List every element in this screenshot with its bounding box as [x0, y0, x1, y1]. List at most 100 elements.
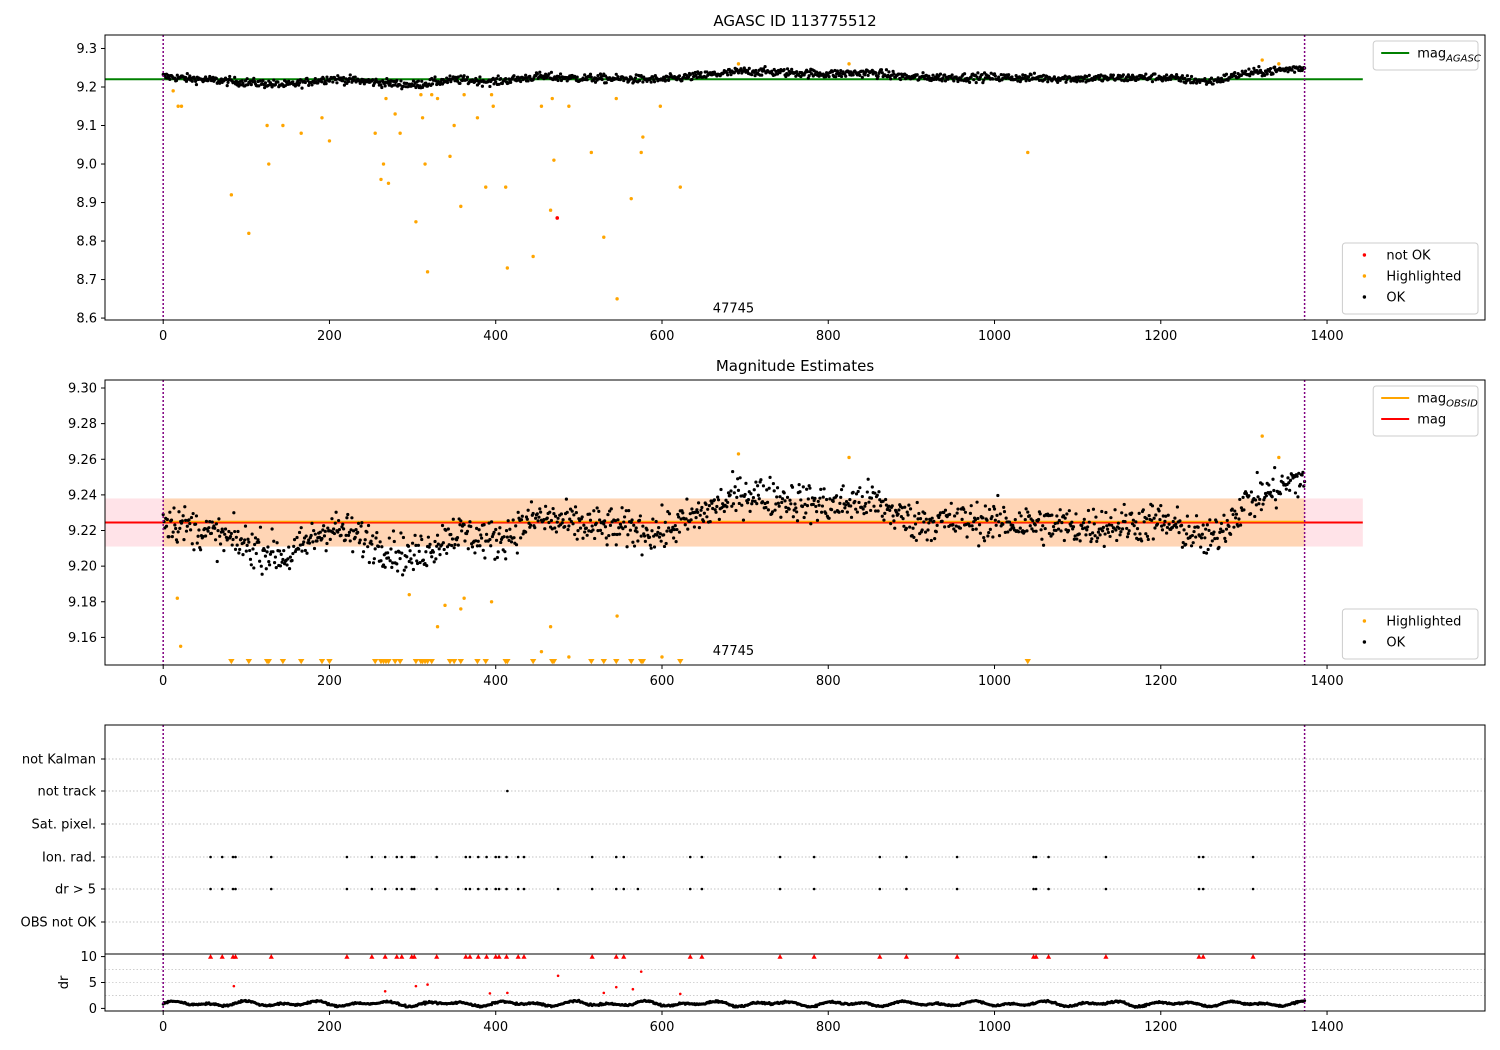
ok-point: [970, 524, 974, 528]
ok-point: [392, 539, 396, 544]
ok-point: [192, 548, 196, 552]
ok-point: [1272, 488, 1276, 493]
ok-point: [550, 527, 554, 531]
highlighted-point: [847, 62, 851, 66]
flag-point: [383, 887, 387, 891]
ok-point: [924, 517, 928, 521]
ok-point: [897, 508, 901, 512]
ok-point: [1096, 536, 1100, 540]
highlighted-point: [548, 208, 553, 212]
dr-red-point: [614, 985, 618, 989]
ok-point: [1178, 519, 1182, 523]
ok-point: [268, 563, 272, 567]
ok-point: [496, 550, 500, 554]
ok-point: [233, 75, 237, 79]
ok-point: [1050, 513, 1054, 517]
ok-point: [684, 517, 688, 521]
ok-point: [1255, 69, 1259, 73]
ok-point: [1260, 482, 1264, 486]
ok-point: [1200, 532, 1204, 536]
ok-point: [536, 519, 540, 523]
dr-red-point: [556, 974, 560, 978]
ok-point: [702, 511, 706, 515]
ok-point: [1271, 477, 1275, 481]
dr-capped-marker: [344, 954, 350, 959]
ok-point: [992, 504, 996, 509]
ok-point: [463, 539, 467, 543]
ok-point: [954, 524, 958, 528]
ok-point: [394, 550, 398, 554]
ok-point: [222, 549, 226, 553]
ok-point: [982, 539, 987, 543]
ok-point: [252, 566, 256, 570]
ok-point: [253, 536, 258, 540]
y-tick-label: 9.0: [76, 158, 97, 173]
ok-point: [753, 499, 757, 503]
ok-point: [1153, 72, 1157, 76]
ok-point: [414, 543, 418, 547]
ok-point: [544, 504, 548, 508]
ok-point: [746, 501, 750, 505]
dr-capped-marker: [515, 954, 521, 959]
ok-point: [621, 527, 625, 531]
flag-point: [878, 855, 882, 859]
ok-point: [248, 548, 252, 553]
ok-point: [968, 511, 973, 515]
highlighted-point: [379, 177, 383, 182]
ok-point: [594, 521, 598, 525]
ok-point: [393, 83, 397, 87]
ok-point: [991, 535, 995, 539]
ok-point: [829, 508, 834, 512]
ok-point: [173, 523, 177, 527]
highlighted-point: [615, 614, 619, 618]
ok-point: [1193, 525, 1197, 529]
ok-point: [755, 484, 760, 488]
ok-point: [1161, 514, 1165, 518]
ok-point: [1106, 530, 1111, 535]
flag-point: [1047, 855, 1050, 859]
dr-capped-marker: [687, 954, 693, 959]
ok-point: [371, 534, 375, 538]
ok-point: [1045, 74, 1049, 79]
dr-axis-label: dr: [57, 975, 72, 989]
x-tick-label: 200: [317, 1020, 342, 1035]
ok-point: [524, 530, 528, 534]
ok-point: [347, 530, 352, 534]
highlighted-point: [489, 600, 494, 604]
ok-point: [775, 486, 780, 490]
ok-point: [228, 74, 232, 79]
ok-point: [519, 79, 523, 84]
ok-point: [1063, 516, 1067, 520]
flag-point: [464, 855, 468, 859]
ok-point: [988, 527, 992, 531]
y-tick-label: 0: [89, 1002, 97, 1017]
ok-point: [1264, 494, 1268, 498]
ok-point: [566, 527, 570, 532]
ok-point: [512, 536, 516, 540]
ok-point: [736, 488, 741, 492]
ok-point: [1088, 532, 1092, 537]
ok-point: [819, 487, 823, 491]
flag-point: [1251, 887, 1255, 891]
ok-point: [1192, 529, 1196, 534]
x-tick-label: 0: [159, 329, 167, 344]
dr-capped-marker: [1045, 954, 1052, 959]
ok-point: [341, 75, 346, 80]
ok-point: [1204, 551, 1209, 555]
ok-point: [952, 79, 956, 83]
highlighted-point: [452, 123, 456, 128]
ok-point: [614, 72, 618, 76]
ok-point: [969, 504, 973, 508]
flag-label: not Kalman: [22, 753, 96, 768]
ok-point: [558, 72, 563, 76]
ok-point: [256, 538, 260, 542]
ok-point: [1271, 72, 1275, 76]
ok-point: [729, 73, 733, 77]
dr-capped-markers: [207, 954, 1256, 959]
flag-point: [234, 855, 237, 859]
ok-point: [567, 524, 571, 528]
ok-point: [1252, 66, 1256, 70]
ok-point: [378, 80, 382, 84]
